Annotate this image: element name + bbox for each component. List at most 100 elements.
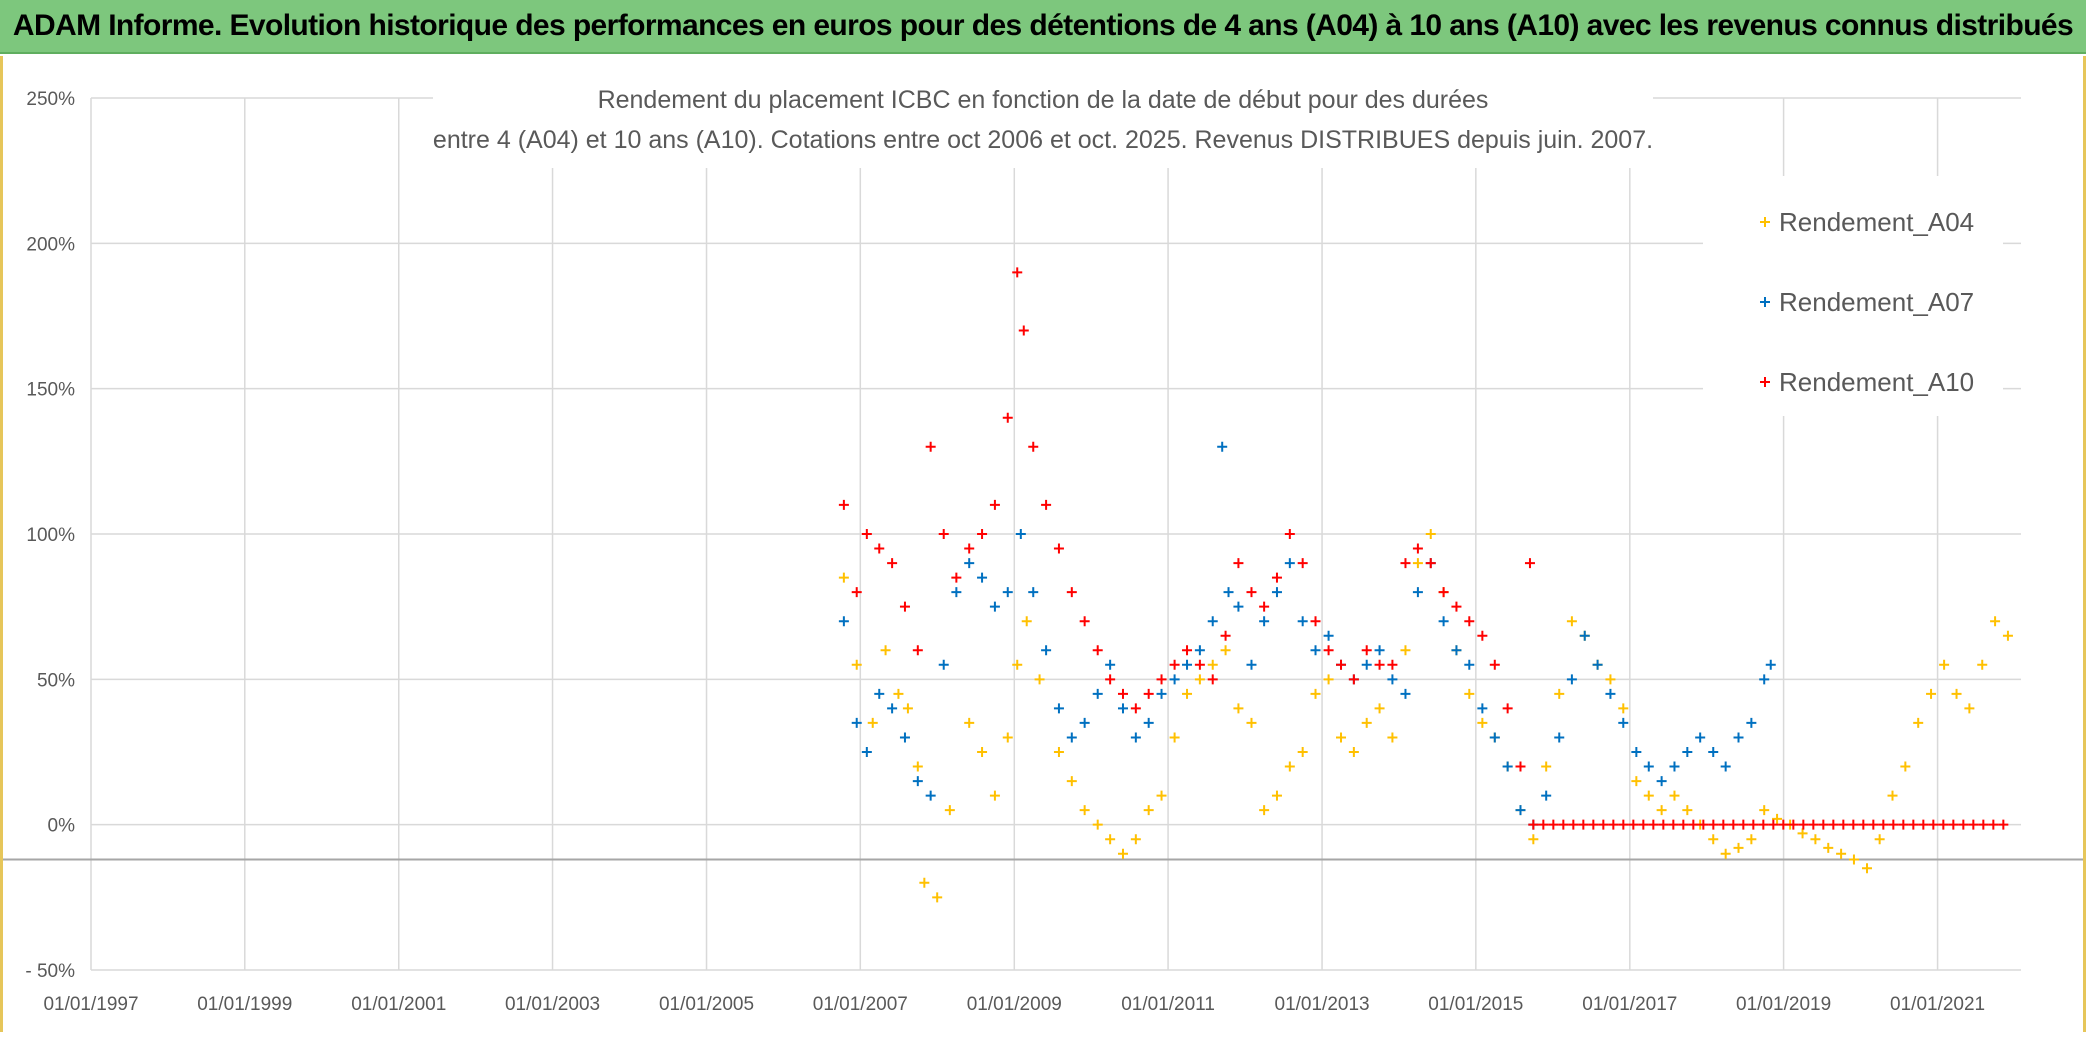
data-point [1412,558,1423,569]
data-point [1412,587,1423,598]
data-point [838,572,849,583]
data-point [1374,703,1385,714]
data-point [1207,674,1218,685]
data-point [1438,616,1449,627]
data-point [1682,805,1693,816]
data-point [912,776,923,787]
data-point [880,645,891,656]
data-point [1387,732,1398,743]
data-point [1874,834,1885,845]
data-point [1708,819,1719,830]
x-tick-label: 01/01/1997 [43,994,138,1015]
data-point [1605,688,1616,699]
data-point [1079,616,1090,627]
data-point [1772,813,1783,824]
data-point [867,717,878,728]
data-point [1698,819,1709,830]
data-point [1451,645,1462,656]
data-point [1310,688,1321,699]
x-tick-label: 01/01/2009 [967,994,1062,1015]
data-point [1284,761,1295,772]
data-point [1143,688,1154,699]
y-tick-label: 150% [26,380,75,401]
data-point [1908,819,1919,830]
scatter-chart: - 50%0%50%100%150%200%250% 01/01/1997 01/… [3,76,2083,1015]
data-point [1053,543,1064,554]
data-point [1828,819,1839,830]
data-point [1297,558,1308,569]
data-point [1012,659,1023,670]
y-tick-label: 0% [48,816,76,837]
data-point [1117,703,1128,714]
data-point [1246,659,1257,670]
data-point [919,877,930,888]
data-point [1688,819,1699,830]
data-point [1092,688,1103,699]
data-point [932,892,943,903]
data-point [1336,732,1347,743]
legend: Rendement_A04 Rendement_A07 Rendement_A10 [1703,176,2003,416]
data-point [1156,790,1167,801]
data-point [1708,747,1719,757]
data-point [964,717,975,728]
data-point [964,558,975,569]
data-point [1631,776,1642,787]
data-point [1207,659,1218,670]
data-point [861,747,872,757]
data-point [1558,819,1569,830]
data-point [899,601,910,612]
data-point [1988,819,1999,830]
data-point [1323,630,1334,641]
data-point [1412,543,1423,554]
data-point [1958,819,1969,830]
data-point [1374,659,1385,670]
data-point [1695,732,1706,743]
data-point [1588,819,1599,830]
data-point [1066,587,1077,598]
data-point [1528,819,1539,830]
data-point [1194,674,1205,685]
data-point [1169,659,1180,670]
data-point [1554,688,1565,699]
data-point [1718,819,1729,830]
data-point [1374,645,1385,656]
data-point [1878,819,1889,830]
data-point [887,558,898,569]
data-point [1515,805,1526,816]
data-point [1939,659,1950,670]
data-point [1862,863,1873,874]
legend-marker [1760,377,1770,387]
data-point [1477,703,1488,714]
legend-marker [1760,297,1770,307]
data-point [1130,703,1141,714]
data-point [938,659,949,670]
data-point [1223,587,1234,598]
data-point [1566,674,1577,685]
y-tick-label: - 50% [25,961,75,982]
x-tick-label: 01/01/1999 [197,994,292,1015]
data-point [989,601,1000,612]
data-point [1323,645,1334,656]
data-point [1643,761,1654,772]
data-point [1643,790,1654,801]
data-point [893,688,904,699]
data-point [925,441,936,452]
data-point [1951,688,1962,699]
data-point [1848,854,1859,865]
data-point [1678,819,1689,830]
data-point [1194,645,1205,656]
data-point [1898,819,1909,830]
data-point [838,616,849,627]
data-point [1808,819,1819,830]
data-point [1788,819,1799,830]
data-point [1798,819,1809,830]
data-point [1758,819,1769,830]
data-point [1928,819,1939,830]
x-tick-label: 01/01/2013 [1275,994,1370,1015]
data-point [1489,732,1500,743]
data-point [1182,688,1193,699]
data-point [1669,761,1680,772]
data-point [1502,703,1513,714]
data-point [925,790,936,801]
data-point [1759,805,1770,816]
